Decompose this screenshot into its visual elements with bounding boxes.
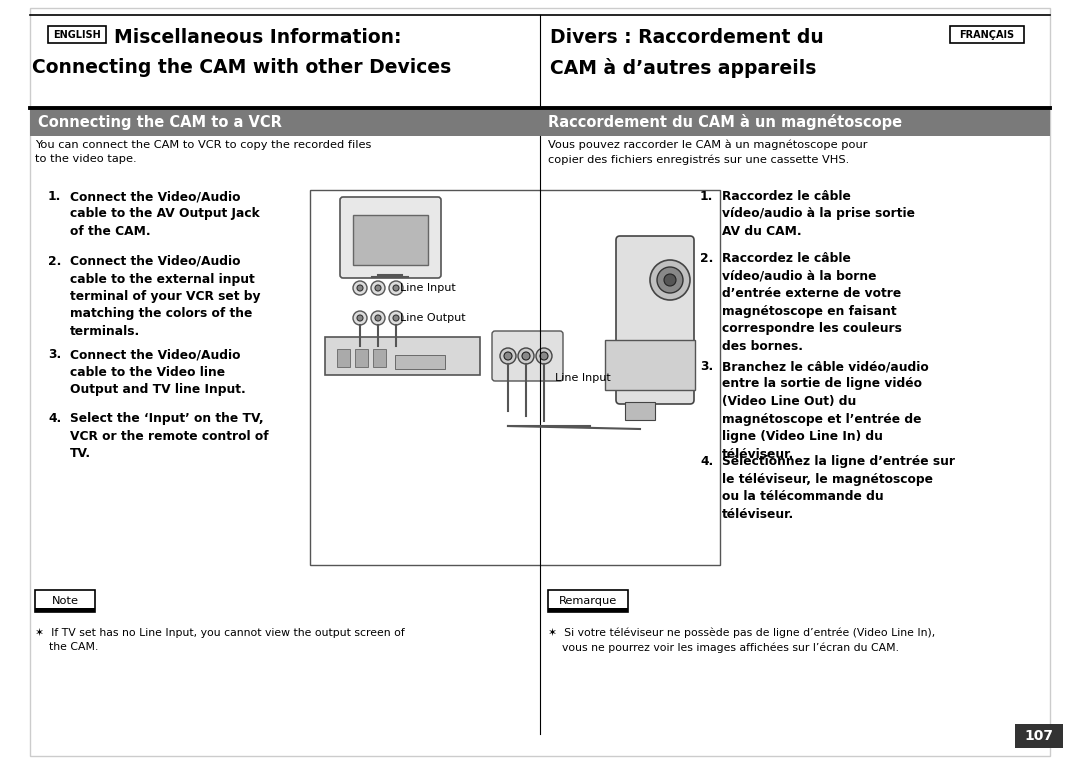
- Circle shape: [372, 281, 384, 295]
- Bar: [540, 108, 1050, 136]
- Bar: [325, 337, 480, 375]
- Text: Select the ‘Input’ on the TV,
VCR or the remote control of
TV.: Select the ‘Input’ on the TV, VCR or the…: [70, 412, 269, 460]
- Bar: [355, 349, 368, 367]
- Text: Connect the Video/Audio
cable to the external input
terminal of your VCR set by
: Connect the Video/Audio cable to the ext…: [70, 255, 260, 338]
- Circle shape: [536, 348, 552, 364]
- Text: ✶  If TV set has no Line Input, you cannot view the output screen of
    the CAM: ✶ If TV set has no Line Input, you canno…: [35, 628, 405, 652]
- Bar: [35, 608, 95, 612]
- Text: 1.: 1.: [700, 190, 714, 203]
- FancyBboxPatch shape: [340, 197, 441, 278]
- Text: Line Input: Line Input: [400, 283, 456, 293]
- Text: Connect the Video/Audio
cable to the Video line
Output and TV line Input.: Connect the Video/Audio cable to the Vid…: [70, 348, 246, 396]
- Text: Branchez le câble vidéo/audio
entre la sortie de ligne vidéo
(Video Line Out) du: Branchez le câble vidéo/audio entre la s…: [723, 360, 929, 461]
- Text: Line Input: Line Input: [555, 373, 611, 383]
- Text: 3.: 3.: [48, 348, 62, 361]
- Circle shape: [375, 285, 381, 291]
- Circle shape: [522, 352, 530, 360]
- Bar: [605, 340, 696, 390]
- FancyBboxPatch shape: [492, 331, 563, 381]
- Bar: [35, 590, 95, 612]
- Circle shape: [393, 315, 399, 321]
- Text: FRANÇAIS: FRANÇAIS: [959, 30, 1014, 40]
- Bar: [950, 26, 1024, 43]
- Text: Note: Note: [52, 596, 79, 606]
- Text: 4.: 4.: [700, 455, 713, 468]
- Text: Connecting the CAM to a VCR: Connecting the CAM to a VCR: [38, 115, 282, 130]
- Text: 107: 107: [1025, 729, 1053, 743]
- Bar: [548, 590, 627, 612]
- Circle shape: [357, 315, 363, 321]
- Polygon shape: [1015, 724, 1063, 748]
- Text: Connect the Video/Audio
cable to the AV Output Jack
of the CAM.: Connect the Video/Audio cable to the AV …: [70, 190, 260, 238]
- Bar: [395, 355, 445, 369]
- Text: 4.: 4.: [48, 412, 62, 425]
- Bar: [48, 26, 106, 43]
- Text: Connecting the CAM with other Devices: Connecting the CAM with other Devices: [32, 58, 451, 77]
- Bar: [337, 349, 350, 367]
- Circle shape: [375, 315, 381, 321]
- Bar: [373, 349, 386, 367]
- Circle shape: [504, 352, 512, 360]
- Text: ✶  Si votre téléviseur ne possède pas de ligne d’entrée (Video Line In),
    vou: ✶ Si votre téléviseur ne possède pas de …: [548, 628, 935, 653]
- Text: Vous pouvez raccorder le CAM à un magnétoscope pour
copier des fichiers enregist: Vous pouvez raccorder le CAM à un magnét…: [548, 140, 867, 165]
- Circle shape: [664, 274, 676, 286]
- Text: Raccordez le câble
vídeo/audio à la prise sortie
AV du CAM.: Raccordez le câble vídeo/audio à la pris…: [723, 190, 915, 238]
- Circle shape: [353, 281, 367, 295]
- Text: Sélectionnez la ligne d’entrée sur
le téléviseur, le magnétoscope
ou la télécomm: Sélectionnez la ligne d’entrée sur le té…: [723, 455, 955, 520]
- Circle shape: [353, 311, 367, 325]
- Text: Raccordez le câble
vídeo/audio à la borne
d’entrée externe de votre
magnétoscope: Raccordez le câble vídeo/audio à la born…: [723, 252, 902, 352]
- Text: Remarque: Remarque: [558, 596, 617, 606]
- Bar: [310, 190, 720, 565]
- Text: 2.: 2.: [700, 252, 714, 265]
- Circle shape: [357, 285, 363, 291]
- Text: Raccordement du CAM à un magnétoscope: Raccordement du CAM à un magnétoscope: [548, 114, 902, 130]
- Text: You can connect the CAM to VCR to copy the recorded files
to the video tape.: You can connect the CAM to VCR to copy t…: [35, 140, 372, 164]
- Text: 2.: 2.: [48, 255, 62, 268]
- Text: 1.: 1.: [48, 190, 62, 203]
- Circle shape: [500, 348, 516, 364]
- Circle shape: [372, 311, 384, 325]
- Text: CAM à d’autres appareils: CAM à d’autres appareils: [550, 58, 816, 78]
- Circle shape: [540, 352, 548, 360]
- Circle shape: [657, 267, 683, 293]
- Bar: [353, 215, 428, 265]
- Text: Divers : Raccordement du: Divers : Raccordement du: [550, 28, 824, 47]
- Text: Line Output: Line Output: [400, 313, 465, 323]
- Circle shape: [650, 260, 690, 300]
- Circle shape: [389, 281, 403, 295]
- Bar: [625, 402, 654, 420]
- Bar: [548, 608, 627, 612]
- Bar: [30, 108, 540, 136]
- Circle shape: [389, 311, 403, 325]
- Text: ENGLISH: ENGLISH: [53, 30, 100, 40]
- Text: 3.: 3.: [700, 360, 713, 373]
- FancyBboxPatch shape: [616, 236, 694, 404]
- Circle shape: [393, 285, 399, 291]
- Text: Miscellaneous Information:: Miscellaneous Information:: [114, 28, 402, 47]
- Circle shape: [518, 348, 534, 364]
